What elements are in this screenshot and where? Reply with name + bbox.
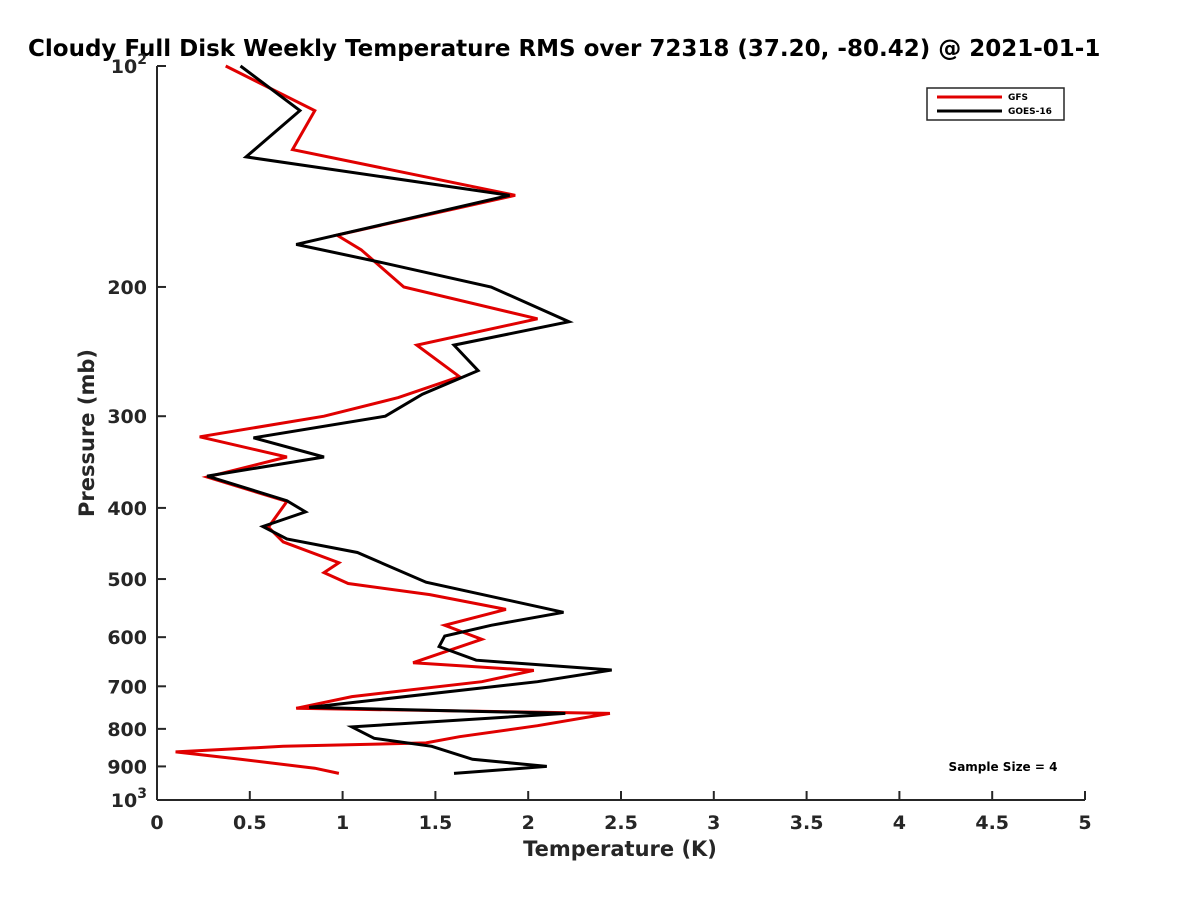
y-tick-label: 102: [111, 52, 147, 78]
x-tick-label: 1: [336, 812, 349, 834]
x-axis-label: Temperature (K): [523, 837, 717, 861]
x-tick-label: 3.5: [790, 812, 824, 834]
series-layer: [175, 64, 612, 775]
y-tick-label: 200: [107, 277, 147, 299]
legend-box: [926, 87, 1065, 121]
sample-size-annotation: Sample Size = 4: [949, 760, 1058, 774]
x-tick-label: 2.5: [604, 812, 638, 834]
legend: GFS GOES-16: [926, 87, 1065, 121]
x-tick-label: 4.5: [975, 812, 1009, 834]
x-tick-label: 0: [150, 812, 163, 834]
y-tick-label: 900: [107, 756, 147, 778]
x-axis-ticks: 0 0.5 1 1.5 2 2.5 3 3.5 4 4.5 5: [150, 791, 1092, 834]
x-tick-label: 5: [1078, 812, 1091, 834]
axes: [156, 66, 1085, 801]
series-line-goes-16: [206, 64, 612, 775]
y-tick-label: 500: [107, 569, 147, 591]
series-line-gfs: [175, 64, 611, 775]
legend-label: GFS: [1008, 93, 1028, 103]
x-tick-label: 2: [522, 812, 535, 834]
y-tick-label: 600: [107, 627, 147, 649]
y-tick-label: 103: [111, 786, 147, 812]
y-tick-label: 800: [107, 719, 147, 741]
x-tick-label: 3: [707, 812, 720, 834]
x-tick-label: 1.5: [419, 812, 453, 834]
y-axis-label: Pressure (mb): [75, 349, 99, 517]
y-tick-label: 400: [107, 498, 147, 520]
legend-label: GOES-16: [1008, 107, 1052, 117]
y-axis-ticks: 102 200 300 400 500 600 700 800 900 103: [107, 52, 166, 812]
y-tick-label: 700: [107, 676, 147, 698]
x-tick-label: 0.5: [233, 812, 267, 834]
x-tick-label: 4: [893, 812, 906, 834]
chart-title: Cloudy Full Disk Weekly Temperature RMS …: [28, 36, 1100, 62]
y-tick-label: 300: [107, 406, 147, 428]
